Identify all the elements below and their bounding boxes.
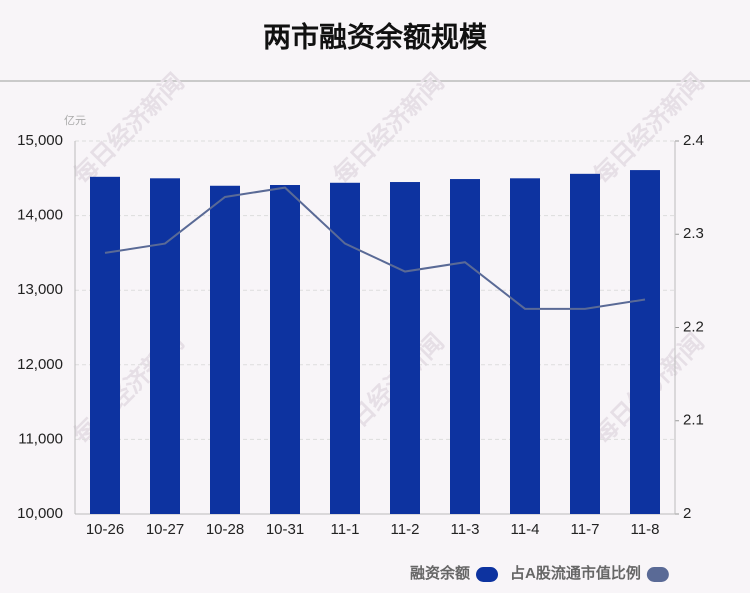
legend-swatch xyxy=(646,567,669,582)
x-tick-label: 11-1 xyxy=(331,521,360,538)
bar xyxy=(90,176,120,515)
y-tick-label: 14,000 xyxy=(17,207,63,224)
y-tick-label: 13,000 xyxy=(17,281,63,298)
y-tick-label: 12,000 xyxy=(17,356,63,373)
y2-tick-label: 2 xyxy=(683,505,691,522)
x-tick-label: 11-4 xyxy=(511,521,540,538)
legend-label: 融资余额 xyxy=(410,564,470,582)
bar xyxy=(510,178,540,515)
bar xyxy=(570,173,600,514)
bar xyxy=(210,185,240,514)
x-tick-label: 10-28 xyxy=(206,521,244,538)
y2-tick-label: 2.1 xyxy=(683,412,704,429)
y-unit: 亿元 xyxy=(64,114,86,127)
y2-tick-label: 2.4 xyxy=(683,132,704,149)
bar xyxy=(330,182,360,514)
x-tick-label: 11-2 xyxy=(391,521,420,538)
bar xyxy=(630,170,660,514)
chart-title: 两市融资余额规模 xyxy=(263,20,488,52)
x-tick-label: 11-7 xyxy=(571,521,600,538)
y-tick-label: 15,000 xyxy=(17,132,63,149)
y2-tick-label: 2.2 xyxy=(683,318,704,335)
x-tick-label: 10-31 xyxy=(266,521,304,538)
bar xyxy=(390,182,420,514)
x-tick-label: 10-26 xyxy=(86,521,124,538)
x-tick-label: 11-3 xyxy=(451,521,480,538)
x-tick-label: 11-8 xyxy=(631,521,660,538)
bar xyxy=(150,178,180,515)
bar xyxy=(450,179,480,514)
y-tick-label: 11,000 xyxy=(18,430,63,447)
y-tick-label: 10,000 xyxy=(17,505,63,522)
line xyxy=(104,186,646,310)
legend-swatch xyxy=(476,567,499,582)
y2-tick-label: 2.3 xyxy=(683,225,704,242)
legend-label: 占A股流通市值比例 xyxy=(510,564,641,582)
bar xyxy=(270,185,300,514)
x-tick-label: 10-27 xyxy=(146,521,184,538)
